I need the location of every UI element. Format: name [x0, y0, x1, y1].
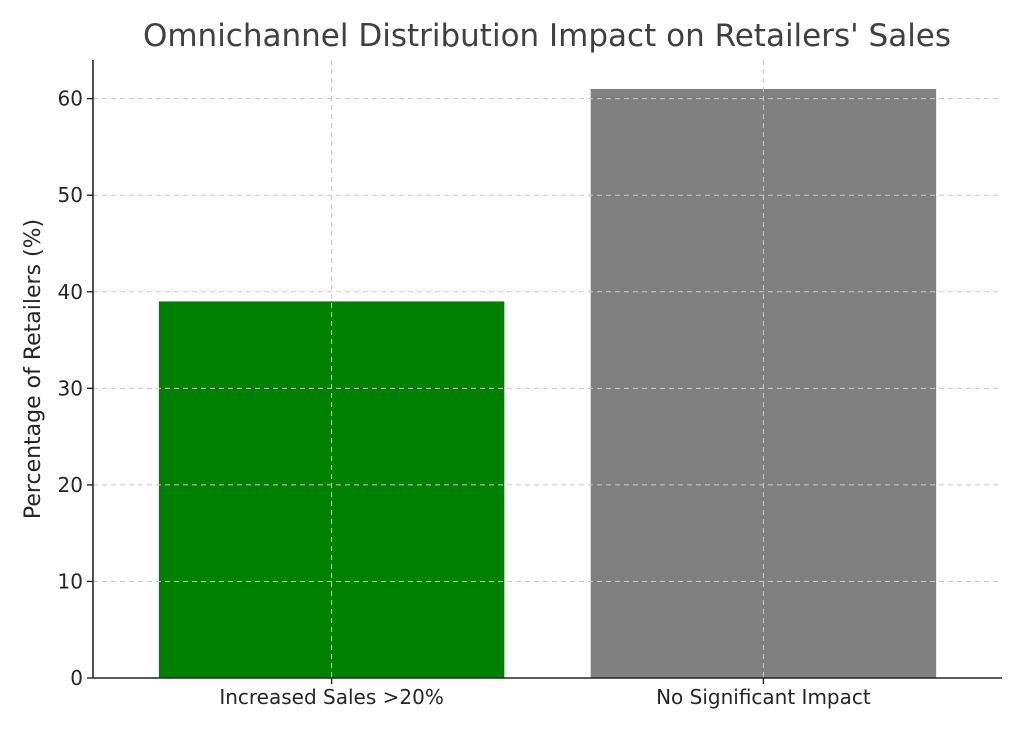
bars: [158, 88, 937, 678]
chart-title: Omnichannel Distribution Impact on Retai…: [143, 18, 951, 54]
y-tick-label-1: 10: [58, 569, 83, 593]
x-tick-label-1: No Significant Impact: [656, 685, 871, 709]
y-tick-label-0: 0: [70, 666, 83, 690]
y-tick-label-4: 40: [58, 280, 83, 304]
y-tick-label-6: 60: [58, 87, 83, 111]
x-tick-label-0: Increased Sales >20%: [219, 685, 444, 709]
y-tick-label-2: 20: [58, 473, 83, 497]
labels: Omnichannel Distribution Impact on Retai…: [21, 18, 951, 709]
y-axis-label: Percentage of Retailers (%): [21, 219, 46, 519]
axes: [87, 60, 1002, 684]
y-tick-label-3: 30: [58, 376, 83, 400]
y-tick-label-5: 50: [58, 183, 83, 207]
bar-0: [158, 301, 505, 678]
